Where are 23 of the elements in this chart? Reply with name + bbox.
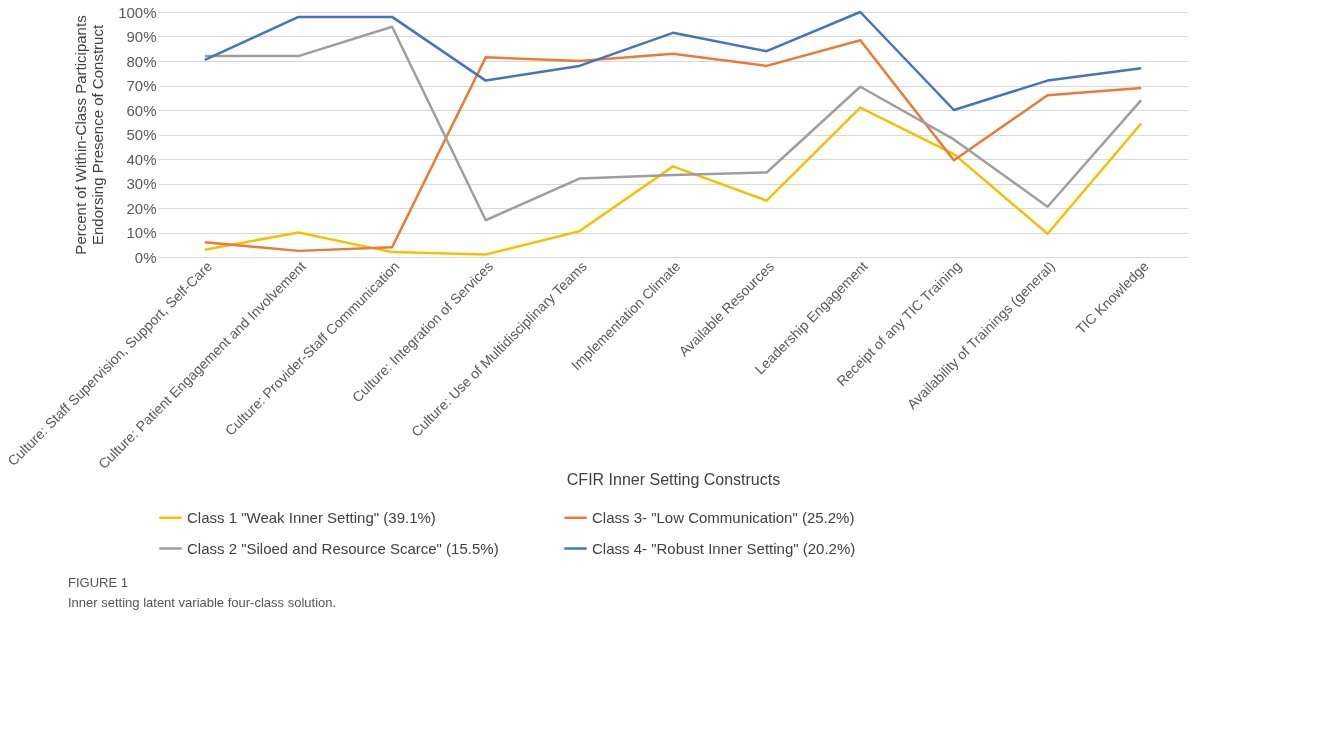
y-axis-title: Percent of Within-Class Participants Endorsing Presence of Construct [72,15,107,255]
text: Inner setting latent variable four-class solution. [68,595,337,610]
y-tick-label: 30% [126,175,157,192]
legend-label: Class 4- "Robust Inner Setting" (20.2%) [592,539,856,557]
y-tick-label: 70% [126,77,157,94]
y-tick-label: 80% [126,52,157,70]
x-axis-title: CFIR Inner Setting Constructs [566,470,781,488]
line-series [203,106,1143,256]
line-series [203,25,1143,222]
y-tick-label: 10% [126,224,157,241]
legend-label: Class 2 "Siloed and Resource Scarce" (15.5%) [187,539,499,557]
y-tick-label: 0% [134,248,157,266]
y-tick-label: 100% [118,3,157,21]
legend-label: Class 1 "Weak Inner Setting" (39.1%) [187,508,436,526]
caption: FIGURE 1 [68,575,128,590]
legend-label: Class 3- "Low Communication" (25.2%) [592,508,855,526]
y-tick-label: 60% [126,101,157,119]
y-tick-label: 20% [126,199,157,217]
y-tick-label: 50% [126,126,157,143]
y-tick-label: 90% [126,28,157,45]
line-series [203,10,1143,112]
line-series [203,38,1143,253]
y-tick-label: 40% [126,150,157,168]
